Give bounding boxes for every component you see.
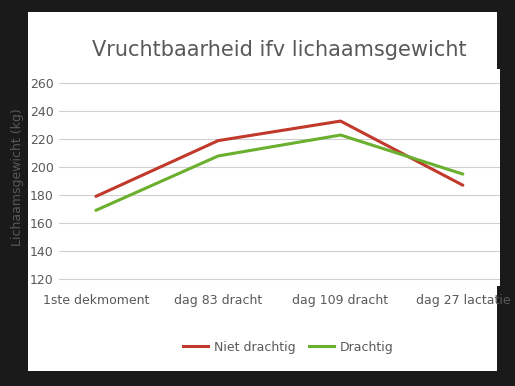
Legend: Niet drachtig, Drachtig: Niet drachtig, Drachtig [178, 335, 399, 359]
Y-axis label: Lichaamsgewicht (kg): Lichaamsgewicht (kg) [11, 109, 24, 246]
Title: Vruchtbaarheid ifv lichaamsgewicht: Vruchtbaarheid ifv lichaamsgewicht [92, 40, 467, 59]
